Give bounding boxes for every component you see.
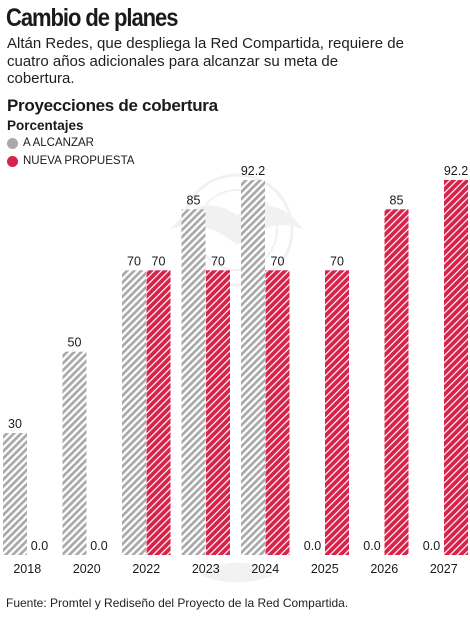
- x-tick-label-2025: 2025: [311, 562, 339, 576]
- chart-subtitle: Altán Redes, que despliega la Red Compar…: [7, 35, 404, 87]
- value-label-nueva-propuesta-2025: 70: [330, 254, 344, 268]
- bar-a-alcanzar-2023: [181, 209, 206, 555]
- value-label-a-alcanzar-2027: 0.0: [423, 539, 440, 553]
- legend-swatch-red: [7, 155, 18, 167]
- bar-nueva-propuesta-2027: [444, 180, 468, 555]
- value-label-a-alcanzar-2025: 0.0: [304, 539, 321, 553]
- x-tick-label-2022: 2022: [132, 562, 160, 576]
- legend-label: A ALCANZAR: [23, 137, 94, 149]
- x-tick-label-2018: 2018: [13, 562, 41, 576]
- legend-label: NUEVA PROPUESTA: [23, 155, 135, 167]
- value-label-nueva-propuesta-2027: 92.2: [444, 164, 468, 178]
- value-label-a-alcanzar-2022: 70: [127, 254, 141, 268]
- value-label-a-alcanzar-2024: 92.2: [241, 164, 265, 178]
- x-tick-label-2023: 2023: [192, 562, 220, 576]
- bar-a-alcanzar-2018: [3, 432, 27, 555]
- section-title: Proyecciones de cobertura: [7, 96, 218, 115]
- bar-a-alcanzar-2022: [122, 270, 146, 555]
- source-note: Fuente: Promtel y Rediseño del Proyecto …: [6, 596, 349, 610]
- bar-nueva-propuesta-2026: [384, 209, 409, 555]
- bar-a-alcanzar-2024: [241, 180, 265, 555]
- value-label-nueva-propuesta-2018: 0.0: [31, 539, 48, 553]
- bar-a-alcanzar-2020: [62, 351, 87, 555]
- legend-swatch-gray: [7, 137, 18, 149]
- bar-nueva-propuesta-2024: [265, 270, 290, 555]
- units-label: Porcentajes: [7, 118, 84, 133]
- value-label-nueva-propuesta-2022: 70: [152, 254, 166, 268]
- value-label-a-alcanzar-2023: 85: [187, 193, 201, 207]
- bar-nueva-propuesta-2025: [325, 270, 349, 555]
- x-tick-label-2026: 2026: [370, 562, 398, 576]
- chart-title: Cambio de planes: [6, 4, 178, 32]
- value-label-a-alcanzar-2018: 30: [8, 417, 22, 431]
- bar-nueva-propuesta-2022: [146, 270, 171, 555]
- bar-nueva-propuesta-2023: [206, 270, 230, 555]
- x-tick-label-2027: 2027: [430, 562, 458, 576]
- legend-item-a-alcanzar: A ALCANZAR: [7, 137, 94, 149]
- value-label-a-alcanzar-2026: 0.0: [363, 539, 380, 553]
- x-tick-label-2024: 2024: [251, 562, 279, 576]
- value-label-nueva-propuesta-2023: 70: [211, 254, 225, 268]
- legend-item-nueva-propuesta: NUEVA PROPUESTA: [7, 155, 134, 167]
- value-label-a-alcanzar-2020: 50: [68, 336, 82, 350]
- value-label-nueva-propuesta-2026: 85: [390, 193, 404, 207]
- value-label-nueva-propuesta-2020: 0.0: [90, 539, 107, 553]
- value-label-nueva-propuesta-2024: 70: [271, 254, 285, 268]
- x-tick-label-2020: 2020: [73, 562, 101, 576]
